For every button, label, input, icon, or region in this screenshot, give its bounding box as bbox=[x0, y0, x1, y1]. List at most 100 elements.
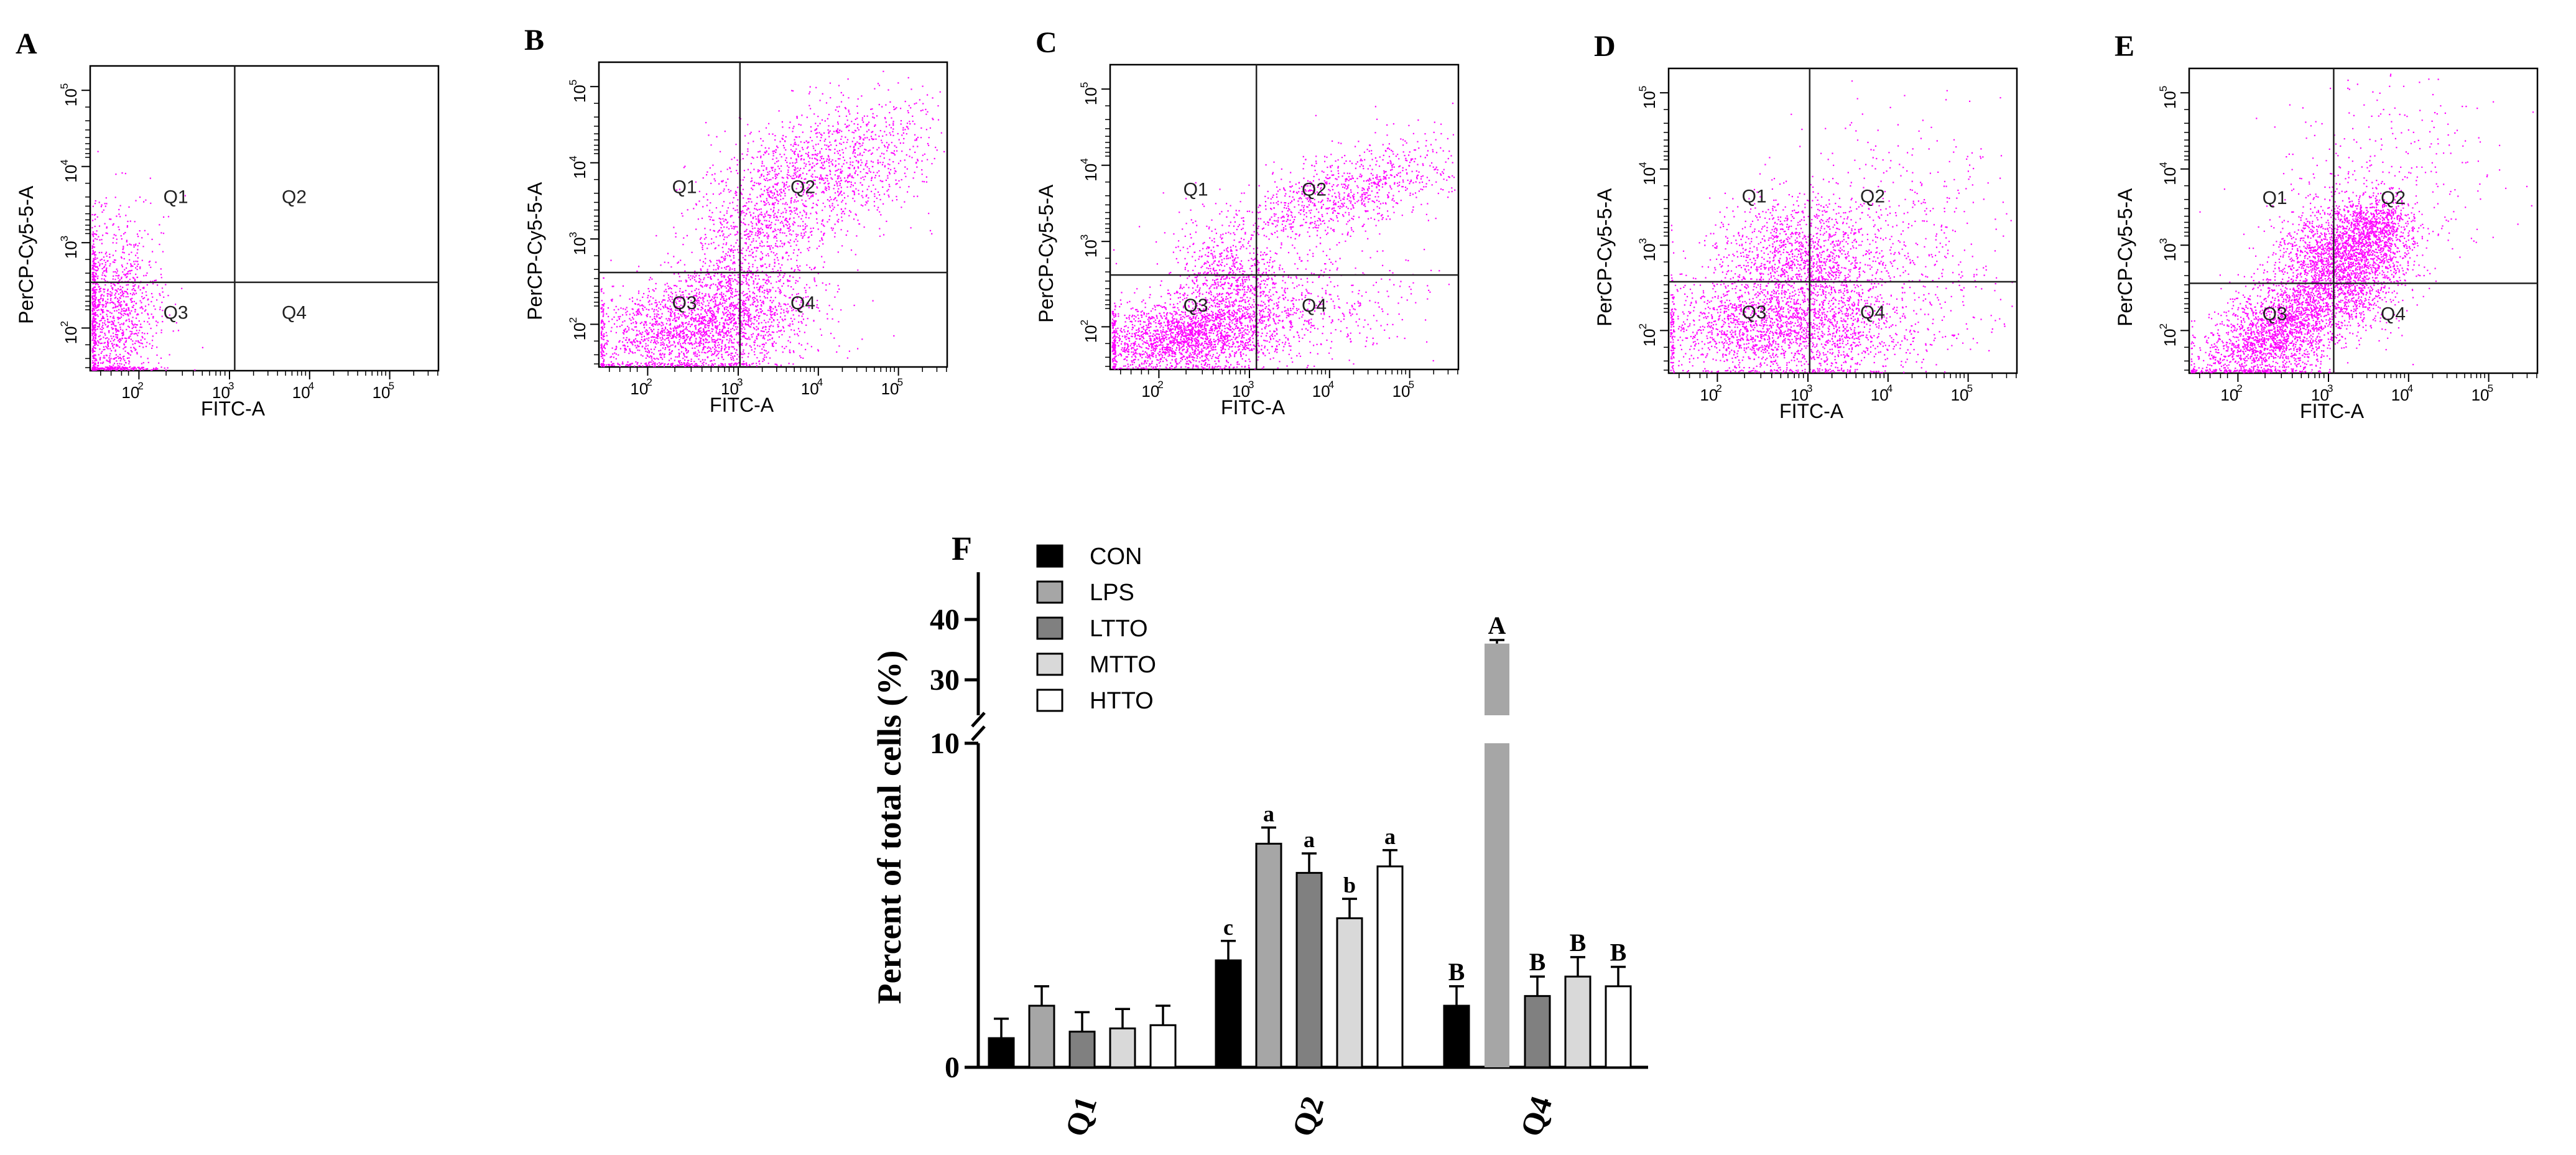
x-tick-exponent: 2 bbox=[2236, 383, 2242, 394]
quadrant-label-q2: Q2 bbox=[1860, 187, 1885, 207]
y-tick-label: 103 bbox=[1637, 238, 1659, 261]
legend-label-htto: HTTO bbox=[1090, 688, 1154, 714]
x-tick-exponent: 2 bbox=[646, 376, 652, 388]
y-tick-label: 105 bbox=[2157, 86, 2179, 109]
svg-text:10: 10 bbox=[62, 241, 80, 259]
category-label-q4: Q4 bbox=[1513, 1092, 1559, 1141]
y-axis-title-group: Percent of total cells (%) bbox=[871, 651, 908, 1004]
bar-htto-q2 bbox=[1376, 865, 1404, 1069]
x-tick-label: 10 bbox=[212, 383, 230, 402]
x-tick-exponent: 3 bbox=[1248, 379, 1254, 391]
legend: CON LPS LTTO MTTO HTTO bbox=[1036, 544, 1156, 714]
bar-ltto-q1 bbox=[1068, 1031, 1096, 1069]
quadrant-label-q2: Q2 bbox=[2381, 188, 2406, 208]
legend-swatch-htto bbox=[1036, 689, 1063, 712]
quadrant-label-q1: Q1 bbox=[1742, 187, 1767, 207]
legend-label-mtto: MTTO bbox=[1090, 652, 1156, 678]
x-tick-exponent: 4 bbox=[2407, 383, 2413, 394]
significance-label: c bbox=[1223, 915, 1233, 940]
x-axis-label: FITC-A bbox=[201, 397, 266, 420]
panel-letter-f: F bbox=[952, 530, 972, 567]
y-tick-label: 102 bbox=[1637, 323, 1659, 346]
x-axis-label: FITC-A bbox=[1221, 396, 1286, 419]
y-tick-label-30: 30 bbox=[930, 664, 960, 697]
svg-text:10: 10 bbox=[1082, 239, 1100, 257]
y-tick-label-0: 0 bbox=[945, 1051, 960, 1084]
svg-text:10: 10 bbox=[570, 237, 589, 255]
y-tick-label: 102 bbox=[2157, 323, 2179, 346]
svg-text:10: 10 bbox=[570, 322, 589, 340]
svg-text:3: 3 bbox=[567, 232, 579, 238]
svg-text:4: 4 bbox=[2157, 162, 2169, 167]
svg-text:3: 3 bbox=[58, 236, 70, 241]
x-tick-label: 10 bbox=[630, 379, 648, 398]
x-axis-ticks: 102 103 104 105 bbox=[2199, 373, 2537, 404]
x-tick-label: 10 bbox=[2220, 386, 2238, 404]
quadrant-label-q3: Q3 bbox=[2263, 304, 2287, 324]
x-tick-label: 10 bbox=[1392, 382, 1411, 401]
x-tick-exponent: 5 bbox=[1967, 383, 1973, 394]
scatter-events bbox=[2190, 73, 2534, 374]
x-tick-exponent: 5 bbox=[2488, 383, 2493, 394]
x-axis-ticks: 102 103 104 105 bbox=[100, 371, 438, 402]
bar-lps-q2 bbox=[1255, 843, 1282, 1069]
y-tick-label: 104 bbox=[58, 159, 80, 182]
quadrant-label-q2: Q2 bbox=[1302, 180, 1327, 200]
x-tick-exponent: 5 bbox=[897, 376, 903, 388]
y-tick-label: 105 bbox=[58, 83, 80, 106]
svg-text:3: 3 bbox=[2157, 238, 2169, 244]
x-axis-label: FITC-A bbox=[710, 394, 774, 416]
bar-htto-q1 bbox=[1149, 1024, 1177, 1069]
svg-text:10: 10 bbox=[570, 85, 589, 103]
bar-group-q1 bbox=[988, 985, 1177, 1069]
y-axis-label-group: PerCP-Cy5-5-A bbox=[1593, 188, 1616, 327]
panel-letter: B bbox=[524, 24, 544, 57]
x-axis-label: FITC-A bbox=[1779, 400, 1844, 422]
svg-text:5: 5 bbox=[1078, 82, 1090, 88]
x-tick-label: 10 bbox=[2311, 386, 2329, 404]
bar-ltto-q4 bbox=[1524, 995, 1551, 1069]
x-tick-exponent: 3 bbox=[1807, 383, 1812, 394]
svg-text:10: 10 bbox=[1640, 91, 1659, 109]
svg-text:5: 5 bbox=[2157, 86, 2169, 91]
bar-mtto-q1 bbox=[1109, 1027, 1136, 1069]
x-tick-label: 10 bbox=[2391, 386, 2409, 404]
svg-text:5: 5 bbox=[567, 80, 579, 85]
y-axis-label-group: PerCP-Cy5-5-A bbox=[15, 185, 37, 324]
svg-text:10: 10 bbox=[1082, 87, 1100, 105]
svg-text:10: 10 bbox=[1640, 328, 1659, 346]
x-tick-label: 10 bbox=[121, 383, 139, 402]
y-tick-label: 105 bbox=[1637, 86, 1659, 109]
significance-label: a bbox=[1384, 824, 1396, 849]
bar-con-q1 bbox=[988, 1037, 1015, 1069]
svg-text:4: 4 bbox=[1078, 158, 1090, 164]
svg-text:4: 4 bbox=[1637, 162, 1649, 167]
scatter-events bbox=[600, 70, 945, 368]
svg-text:10: 10 bbox=[1640, 243, 1659, 261]
x-tick-exponent: 2 bbox=[1157, 379, 1163, 391]
y-tick-label: 102 bbox=[567, 317, 589, 340]
quadrant-label-q3: Q3 bbox=[164, 303, 188, 323]
svg-text:2: 2 bbox=[2157, 323, 2169, 329]
bar-lps-q4 bbox=[1485, 743, 1509, 1067]
y-axis-label-group: PerCP-Cy5-5-A bbox=[2114, 188, 2136, 327]
svg-text:10: 10 bbox=[62, 165, 80, 183]
y-axis-label: PerCP-Cy5-5-A bbox=[1593, 188, 1616, 327]
x-tick-exponent: 2 bbox=[137, 380, 143, 392]
significance-label: A bbox=[1488, 611, 1506, 639]
category-label-group: Q4 bbox=[1513, 1092, 1559, 1141]
quadrant-label-q1: Q1 bbox=[164, 187, 188, 208]
bar-mtto-q4 bbox=[1564, 975, 1591, 1069]
x-axis-ticks: 102 103 104 105 bbox=[609, 367, 947, 398]
svg-text:10: 10 bbox=[2161, 167, 2179, 185]
x-tick-exponent: 4 bbox=[817, 376, 823, 388]
significance-label: a bbox=[1304, 827, 1315, 852]
category-label-q2: Q2 bbox=[1285, 1092, 1330, 1141]
x-tick-label: 10 bbox=[373, 383, 391, 402]
scatter-events bbox=[1670, 80, 2013, 374]
